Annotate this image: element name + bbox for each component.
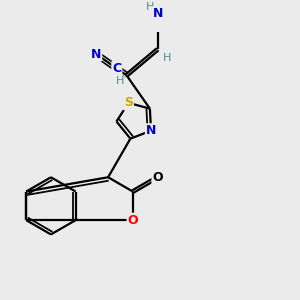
Text: C: C [112,62,122,75]
Text: H: H [146,2,154,12]
Text: H: H [162,53,171,63]
Text: S: S [124,96,133,110]
Text: H: H [116,76,124,86]
Text: O: O [128,214,138,226]
Text: N: N [152,7,163,20]
Text: N: N [146,124,156,137]
Text: O: O [152,171,163,184]
Text: N: N [91,47,101,61]
